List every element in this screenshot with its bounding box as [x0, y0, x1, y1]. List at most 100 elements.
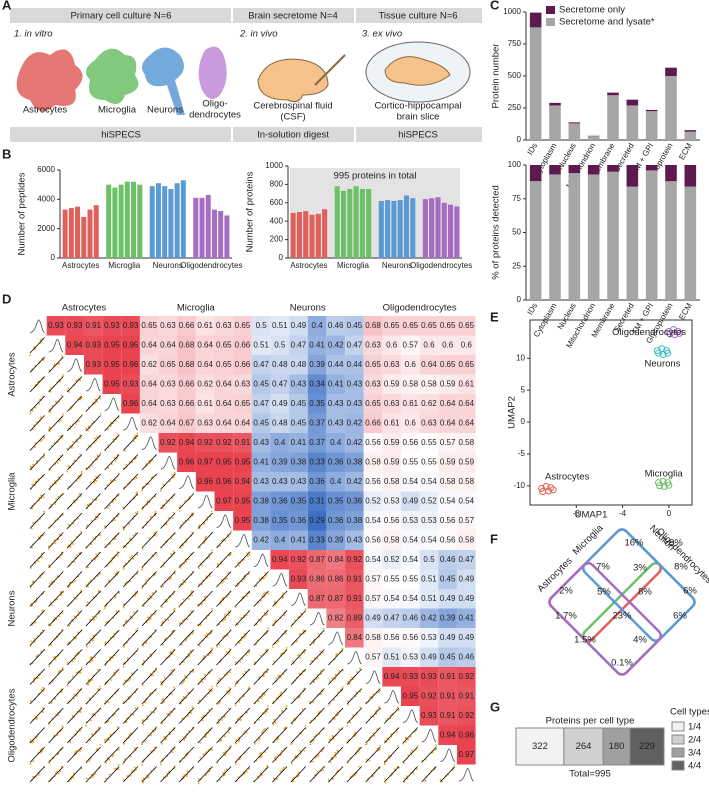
bar: [149, 186, 155, 258]
scatter-dot: [116, 515, 119, 518]
corr-value: 0.65: [365, 399, 381, 408]
scatter-dot: [372, 693, 375, 695]
x-tick-label: -4: [619, 509, 627, 518]
fit-line: [421, 746, 437, 763]
scatter-dot: [164, 598, 167, 601]
scatter-dot: [57, 518, 60, 521]
y-tick-label: 400: [270, 216, 284, 225]
corr-cell: [345, 608, 364, 628]
scatter-dot: [390, 733, 393, 735]
bar-segment: [684, 165, 697, 187]
corr-cell: [419, 511, 439, 531]
corr-cell: [251, 452, 271, 472]
corr-value: 0.4: [274, 535, 286, 544]
scatter-dot: [218, 779, 221, 782]
scatter-dot: [130, 769, 133, 772]
scatter-dot: [99, 685, 101, 688]
csf: (CSF): [280, 112, 305, 123]
scatter-dot: [350, 676, 353, 679]
bar: [211, 209, 217, 258]
corr-cell: [456, 316, 476, 336]
fit-line: [160, 766, 176, 783]
corr-value: 0.43: [272, 477, 288, 486]
scatter-dot: [222, 580, 225, 583]
y-tick-label: 10: [516, 353, 525, 362]
venn-value: 0.1%: [611, 658, 633, 669]
fit-line: [104, 668, 120, 685]
fit-line: [197, 688, 213, 705]
scatter-dot: [185, 639, 187, 642]
corr-cell: [158, 433, 178, 453]
fit-line: [272, 668, 288, 685]
value-label: 180: [609, 741, 625, 752]
scatter-dot: [110, 425, 112, 427]
fit-line: [85, 727, 101, 744]
corr-cell: [401, 511, 420, 531]
corr-cell: [251, 530, 271, 550]
scatter-dot: [123, 757, 126, 760]
plot-frame: [529, 319, 693, 506]
scatter-dot: [243, 695, 245, 698]
scatter-dot: [354, 774, 356, 777]
corr-cell: [438, 686, 457, 706]
fit-line: [85, 532, 101, 549]
corr-cell: [326, 569, 346, 589]
scatter-dot: [182, 681, 185, 684]
corr-value: 0.49: [440, 633, 456, 642]
fit-line: [290, 649, 307, 666]
bar: [131, 181, 137, 258]
scatter-dot: [336, 711, 339, 714]
fit-line: [290, 746, 307, 763]
scatter-dot: [333, 699, 335, 701]
scatter-dot: [329, 761, 332, 764]
scatter-dot: [328, 739, 331, 741]
scatter-dot: [322, 627, 325, 630]
corr-cell: [307, 355, 327, 375]
scatter-dot: [162, 483, 165, 486]
corr-value: 0.43: [347, 379, 363, 388]
scatter-dot: [292, 776, 295, 779]
scatter-dot: [358, 765, 361, 768]
scatter-dot: [197, 778, 200, 780]
corr-cell: [456, 706, 476, 726]
corr-value: 0.53: [421, 516, 437, 525]
scatter-dot: [397, 709, 400, 712]
scatter-dot: [92, 775, 94, 778]
corr-cell: [456, 335, 476, 355]
corr-cell: [326, 394, 346, 414]
scatter-dot: [296, 775, 299, 778]
scatter-dot: [279, 693, 282, 695]
corr-value: 0.63: [365, 340, 381, 349]
scatter-dot: [68, 464, 71, 467]
scatter-dot: [277, 640, 280, 643]
scatter-dot: [42, 456, 45, 459]
slice: brain slice: [397, 112, 440, 123]
scatter-dot: [66, 661, 69, 664]
corr-value: 0.38: [253, 496, 269, 505]
scatter-dot: [85, 427, 87, 430]
fit-line: [290, 766, 307, 783]
corr-cell: [456, 433, 476, 453]
y-tick-label: 1000: [503, 7, 521, 16]
bar-segment: [645, 109, 658, 112]
y-axis-label: UMAP2: [507, 396, 518, 429]
scatter-dot: [133, 766, 136, 769]
fit-line: [197, 727, 213, 744]
y-tick-label: 75: [512, 194, 521, 203]
y-tick-label: 25: [512, 261, 521, 270]
corr-cell: [270, 530, 290, 550]
corr-value: 0.43: [328, 399, 344, 408]
corr-cell: [419, 394, 439, 414]
scatter-dot: [141, 587, 144, 590]
legend-swatch: [546, 6, 555, 14]
corr-cell: [382, 511, 401, 531]
scatter-dot: [229, 530, 232, 533]
corr-value: 0.61: [403, 399, 419, 408]
scatter-dot: [77, 689, 80, 691]
corr-cell: [251, 316, 271, 336]
fit-line: [85, 434, 101, 451]
scatter-dot: [253, 661, 256, 663]
scatter-dot: [122, 762, 125, 765]
scatter-dot: [285, 705, 288, 707]
corr-cell: [270, 433, 290, 453]
